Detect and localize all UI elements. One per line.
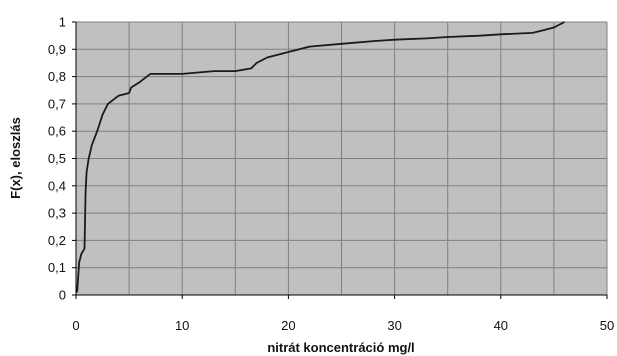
x-axis-title: nitrát koncentráció mg/l (267, 340, 414, 355)
y-tick-label: 0,9 (48, 42, 66, 57)
x-tick-label: 10 (175, 318, 189, 333)
y-tick-labels: 0 0,1 0,2 0,3 0,4 0,5 0,6 0,7 0,8 0,9 1 (48, 15, 76, 303)
y-tick-label: 0,5 (48, 151, 66, 166)
x-tick-labels: 0 10 20 30 40 50 (72, 295, 614, 333)
y-axis-title: F(x), eloszlás (8, 117, 23, 199)
y-tick-label: 0,7 (48, 96, 66, 111)
y-tick-label: 0,2 (48, 233, 66, 248)
y-tick-label: 1 (59, 15, 66, 30)
x-tick-label: 30 (387, 318, 401, 333)
cdf-line (76, 21, 565, 293)
series-group (76, 21, 565, 293)
x-tick-label: 0 (72, 318, 79, 333)
x-tick-label: 50 (600, 318, 614, 333)
y-tick-label: 0,6 (48, 124, 66, 139)
y-tick-label: 0,4 (48, 178, 66, 193)
x-tick-label: 20 (281, 318, 295, 333)
y-tick-label: 0,1 (48, 260, 66, 275)
y-tick-label: 0 (59, 288, 66, 303)
y-tick-label: 0,8 (48, 69, 66, 84)
x-tick-label: 40 (494, 318, 508, 333)
grid-lines (76, 21, 608, 295)
y-tick-label: 0,3 (48, 206, 66, 221)
